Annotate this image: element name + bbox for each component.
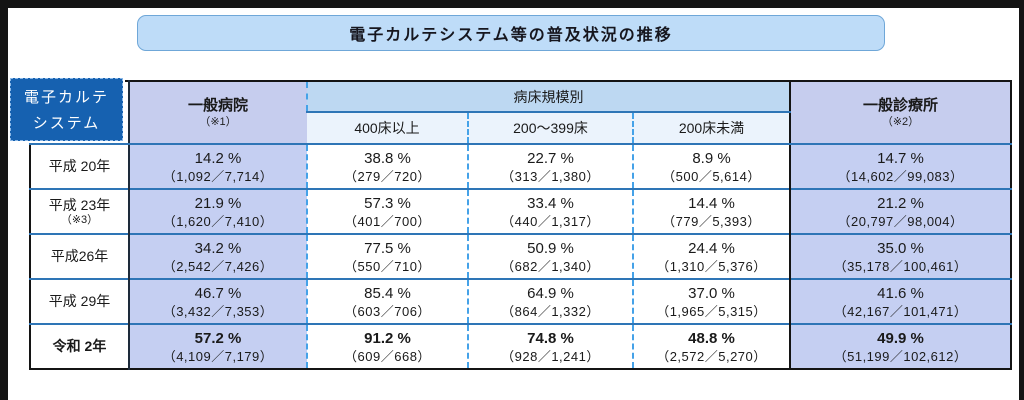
title-banner: 電子カルテシステム等の普及状況の推移: [137, 15, 885, 51]
cell-clinic: 14.7 % （14,602／99,083）: [789, 144, 1011, 189]
row-label: 平成 23年 （※3）: [30, 188, 129, 234]
table-row: 平成 29年 46.7 % （3,432／7,353） 85.4 % （603／…: [30, 278, 1011, 324]
header-label: 病床規模別: [513, 88, 584, 105]
cell-200-399-beds: 74.8 % （928／1,241）: [467, 323, 633, 369]
table-row: 平成 23年 （※3） 21.9 % （1,620／7,410） 57.3 % …: [30, 188, 1011, 234]
header-label: 一般病院: [187, 97, 248, 115]
header-row-1: 一般病院 （※1） 病床規模別 一般診療所 （※2）: [30, 81, 1011, 145]
cell-hospital: 14.2 % （1,092／7,714）: [128, 144, 307, 189]
table-row: 平成26年 34.2 % （2,542／7,426） 77.5 % （550／7…: [30, 233, 1011, 279]
cell-400-beds-plus: 77.5 % （550／710）: [306, 233, 468, 279]
cell-clinic: 21.2 % （20,797／98,004）: [789, 188, 1011, 234]
cell-400-beds-plus: 57.3 % （401／700）: [306, 188, 468, 234]
cell-hospital: 57.2 % （4,109／7,179）: [128, 323, 307, 369]
column-header-200-399-beds: 200〜399床: [467, 112, 633, 145]
cell-clinic: 35.0 % （35,178／100,461）: [789, 233, 1011, 279]
cell-under-200-beds: 48.8 % （2,572／5,270）: [632, 323, 790, 369]
table-container: 一般病院 （※1） 病床規模別 一般診療所 （※2） 400床以上: [29, 80, 1012, 370]
cell-under-200-beds: 37.0 % （1,965／5,315）: [632, 278, 790, 324]
column-header-under-200-beds: 200床未満: [632, 112, 790, 145]
cell-clinic: 49.9 % （51,199／102,612）: [789, 323, 1011, 369]
page-title: 電子カルテシステム等の普及状況の推移: [349, 27, 673, 44]
header-label: 一般診療所: [862, 97, 938, 115]
corner-label-line1: 電子カルテ: [23, 89, 109, 106]
header-label: 200〜399床: [513, 120, 588, 136]
screen-edge-right: [1019, 0, 1024, 400]
header-row-2: 400床以上 200〜399床 200床未満: [30, 112, 1011, 145]
column-header-general-clinic: 一般診療所 （※2）: [789, 81, 1011, 145]
cell-hospital: 34.2 % （2,542／7,426）: [128, 233, 307, 279]
header-note: （※2）: [881, 115, 920, 128]
cell-200-399-beds: 22.7 % （313／1,380）: [467, 144, 633, 189]
header-label: 200床未満: [678, 120, 745, 136]
cell-clinic: 41.6 % （42,167／101,471）: [789, 278, 1011, 324]
cell-200-399-beds: 50.9 % （682／1,340）: [467, 233, 633, 279]
cell-400-beds-plus: 91.2 % （609／668）: [306, 323, 468, 369]
column-header-400-beds-plus: 400床以上: [307, 112, 468, 145]
cell-under-200-beds: 8.9 % （500／5,614）: [632, 144, 790, 189]
ehr-adoption-table: 一般病院 （※1） 病床規模別 一般診療所 （※2） 400床以上: [29, 80, 1012, 370]
cell-400-beds-plus: 38.8 % （279／720）: [306, 144, 468, 189]
table-row: 令和 2年 57.2 % （4,109／7,179） 91.2 % （609／6…: [30, 323, 1011, 369]
corner-label-box: 電子カルテ システム: [8, 76, 125, 143]
table-row: 平成 20年 14.2 % （1,092／7,714） 38.8 % （279／…: [30, 144, 1011, 189]
row-label: 平成 29年: [30, 278, 129, 324]
row-label: 平成 20年: [30, 144, 129, 189]
cell-hospital: 21.9 % （1,620／7,410）: [128, 188, 307, 234]
cell-200-399-beds: 64.9 % （864／1,332）: [467, 278, 633, 324]
cell-200-399-beds: 33.4 % （440／1,317）: [467, 188, 633, 234]
cell-under-200-beds: 14.4 % （779／5,393）: [632, 188, 790, 234]
column-header-general-hospital: 一般病院 （※1）: [128, 81, 307, 145]
cell-under-200-beds: 24.4 % （1,310／5,376）: [632, 233, 790, 279]
header-label: 400床以上: [354, 120, 420, 136]
cell-hospital: 46.7 % （3,432／7,353）: [128, 278, 307, 324]
screen-edge-left: [0, 0, 8, 400]
screen-edge-top: [0, 0, 1024, 8]
cell-400-beds-plus: 85.4 % （603／706）: [306, 278, 468, 324]
corner-label-line2: システム: [32, 115, 101, 132]
row-label: 令和 2年: [30, 323, 129, 369]
row-label: 平成26年: [30, 233, 129, 279]
header-note: （※1）: [199, 115, 237, 128]
column-header-bed-scale-group: 病床規模別: [306, 81, 790, 113]
